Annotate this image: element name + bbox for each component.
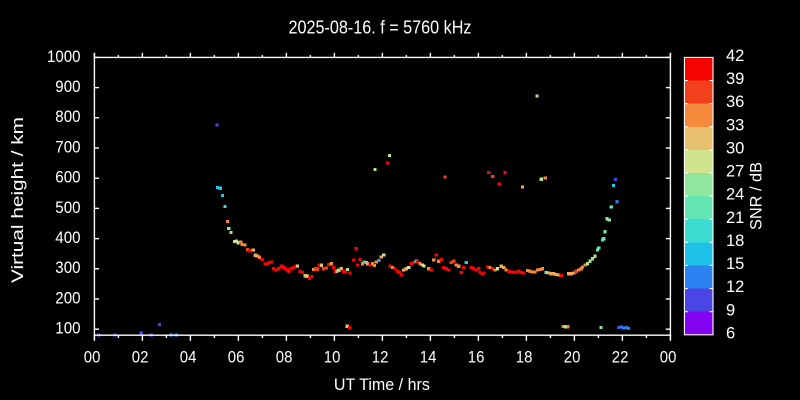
svg-text:600: 600: [55, 169, 80, 187]
svg-text:30: 30: [726, 140, 744, 158]
svg-text:24: 24: [726, 186, 744, 204]
svg-text:900: 900: [55, 78, 80, 96]
svg-text:14: 14: [420, 349, 437, 367]
svg-text:15: 15: [726, 255, 744, 273]
svg-text:22: 22: [612, 349, 629, 367]
svg-text:300: 300: [55, 259, 80, 277]
svg-text:20: 20: [564, 349, 581, 367]
svg-text:39: 39: [726, 70, 744, 88]
svg-text:18: 18: [726, 232, 744, 250]
svg-text:UT Time / hrs: UT Time / hrs: [334, 376, 430, 394]
svg-text:04: 04: [180, 349, 197, 367]
svg-text:100: 100: [55, 320, 80, 338]
svg-text:00: 00: [660, 349, 677, 367]
svg-text:16: 16: [468, 349, 485, 367]
svg-text:12: 12: [372, 349, 389, 367]
svg-text:10: 10: [324, 349, 341, 367]
svg-text:08: 08: [276, 349, 293, 367]
svg-text:400: 400: [55, 229, 80, 247]
svg-text:12: 12: [726, 278, 744, 296]
svg-text:500: 500: [55, 199, 80, 217]
svg-text:200: 200: [55, 289, 80, 307]
svg-text:36: 36: [726, 93, 744, 111]
svg-text:18: 18: [516, 349, 533, 367]
svg-text:27: 27: [726, 163, 744, 181]
svg-text:2025-08-16. f = 5760 kHz: 2025-08-16. f = 5760 kHz: [289, 16, 472, 37]
svg-text:SNR / dB: SNR / dB: [748, 162, 766, 230]
svg-text:700: 700: [55, 138, 80, 156]
svg-text:21: 21: [726, 209, 744, 227]
svg-text:06: 06: [228, 349, 245, 367]
svg-text:Virtual height / km: Virtual height / km: [9, 117, 27, 283]
svg-text:33: 33: [726, 116, 744, 134]
svg-text:1000: 1000: [47, 48, 81, 66]
svg-text:02: 02: [132, 349, 149, 367]
svg-text:800: 800: [55, 108, 80, 126]
svg-text:42: 42: [726, 47, 744, 65]
svg-text:6: 6: [726, 324, 735, 342]
svg-text:00: 00: [84, 349, 101, 367]
svg-text:9: 9: [726, 301, 735, 319]
